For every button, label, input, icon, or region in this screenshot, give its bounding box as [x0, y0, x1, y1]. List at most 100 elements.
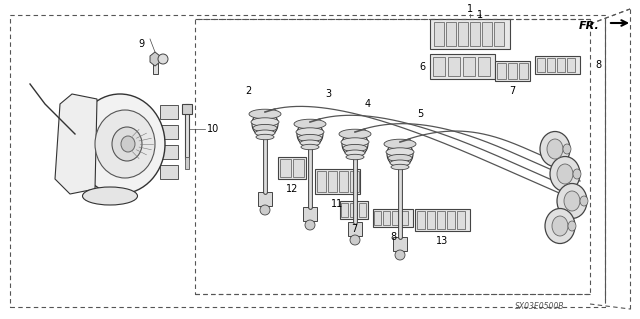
Ellipse shape — [573, 169, 581, 179]
Bar — [448, 57, 460, 76]
Bar — [153, 56, 158, 74]
Bar — [350, 203, 357, 217]
Bar — [160, 145, 178, 159]
Bar — [278, 157, 306, 179]
Ellipse shape — [112, 127, 142, 161]
Text: FR.: FR. — [579, 21, 600, 31]
Ellipse shape — [251, 118, 279, 126]
Ellipse shape — [296, 128, 324, 136]
Ellipse shape — [384, 139, 416, 149]
Ellipse shape — [550, 157, 580, 191]
Circle shape — [260, 205, 270, 215]
Ellipse shape — [253, 124, 277, 132]
Circle shape — [297, 121, 323, 147]
Ellipse shape — [83, 187, 138, 205]
Bar — [280, 159, 291, 177]
Bar — [415, 209, 470, 231]
Text: 11: 11 — [331, 199, 343, 209]
Bar — [160, 125, 178, 139]
Polygon shape — [55, 94, 97, 194]
Bar — [437, 211, 445, 229]
Bar — [317, 171, 326, 192]
Text: 6: 6 — [419, 62, 425, 72]
Text: 1: 1 — [477, 10, 483, 20]
Ellipse shape — [249, 109, 281, 119]
Ellipse shape — [391, 164, 409, 170]
Ellipse shape — [580, 196, 588, 206]
Bar — [348, 222, 362, 236]
Bar — [160, 165, 178, 179]
Ellipse shape — [386, 148, 414, 156]
Ellipse shape — [563, 144, 571, 154]
Text: 8: 8 — [390, 232, 396, 242]
Text: 2: 2 — [245, 86, 251, 96]
Bar — [457, 211, 465, 229]
Bar — [328, 171, 337, 192]
Bar — [373, 209, 413, 227]
Ellipse shape — [557, 183, 587, 219]
Bar — [427, 211, 435, 229]
Text: 9: 9 — [138, 39, 144, 49]
Bar — [519, 63, 528, 79]
Bar — [374, 211, 381, 225]
Ellipse shape — [294, 119, 326, 129]
Ellipse shape — [256, 134, 274, 140]
Ellipse shape — [388, 154, 412, 162]
Text: 3: 3 — [325, 89, 331, 99]
Polygon shape — [150, 52, 160, 66]
Ellipse shape — [121, 136, 135, 152]
Bar — [401, 211, 408, 225]
Text: 13: 13 — [436, 236, 448, 246]
Bar — [195, 19, 590, 294]
Bar — [547, 58, 555, 72]
Ellipse shape — [255, 130, 275, 136]
Bar — [339, 171, 348, 192]
Bar — [557, 58, 565, 72]
Ellipse shape — [564, 191, 580, 211]
Bar — [359, 203, 366, 217]
Bar — [417, 211, 425, 229]
Bar — [340, 201, 368, 219]
Bar — [470, 22, 480, 46]
Ellipse shape — [540, 131, 570, 167]
Text: 10: 10 — [207, 124, 220, 134]
Bar — [303, 207, 317, 221]
Ellipse shape — [568, 221, 576, 231]
Bar — [537, 58, 545, 72]
Bar — [433, 57, 445, 76]
Ellipse shape — [339, 129, 371, 139]
Ellipse shape — [95, 110, 155, 178]
Bar — [478, 57, 490, 76]
Bar — [494, 22, 504, 46]
Ellipse shape — [300, 140, 320, 146]
Circle shape — [350, 235, 360, 245]
Bar — [567, 58, 575, 72]
Bar — [315, 169, 360, 194]
Ellipse shape — [345, 150, 365, 156]
Bar — [535, 56, 580, 74]
Bar — [293, 159, 304, 177]
Bar — [447, 211, 455, 229]
Bar — [350, 171, 359, 192]
Ellipse shape — [545, 209, 575, 243]
Ellipse shape — [75, 94, 165, 194]
Text: SX03E0500B: SX03E0500B — [515, 302, 564, 311]
Ellipse shape — [552, 216, 568, 236]
Circle shape — [158, 54, 168, 64]
Bar — [383, 211, 390, 225]
Ellipse shape — [298, 134, 322, 142]
Text: 7: 7 — [509, 86, 515, 96]
Bar — [508, 63, 517, 79]
Text: 7: 7 — [351, 224, 357, 234]
Text: 1: 1 — [467, 4, 473, 14]
Bar — [434, 22, 444, 46]
Bar — [341, 203, 348, 217]
Polygon shape — [185, 104, 189, 159]
Bar — [185, 157, 189, 169]
Bar — [482, 22, 492, 46]
Bar — [160, 105, 178, 119]
Bar — [463, 57, 475, 76]
Bar — [458, 22, 468, 46]
Bar — [495, 61, 530, 81]
Ellipse shape — [547, 139, 563, 159]
